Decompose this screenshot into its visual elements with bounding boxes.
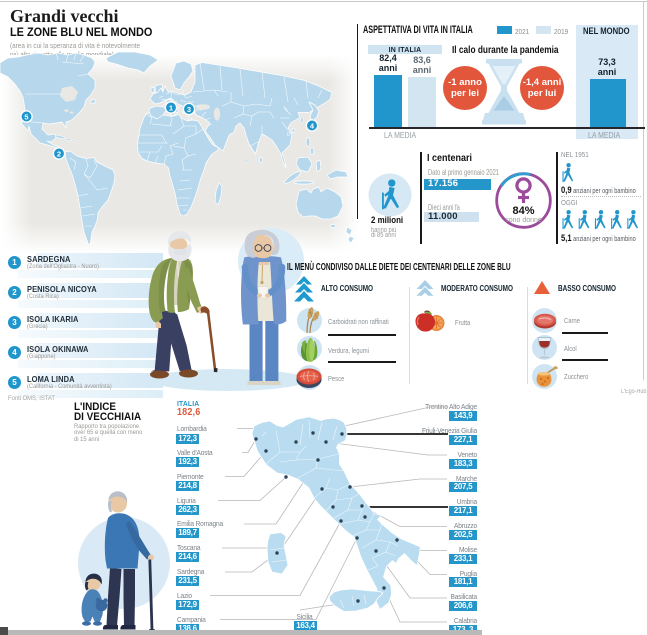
svg-text:4: 4 [310, 121, 315, 130]
svg-text:2: 2 [57, 149, 61, 158]
svg-text:3: 3 [187, 105, 191, 114]
svg-text:5: 5 [24, 112, 28, 121]
svg-text:1: 1 [169, 103, 173, 112]
